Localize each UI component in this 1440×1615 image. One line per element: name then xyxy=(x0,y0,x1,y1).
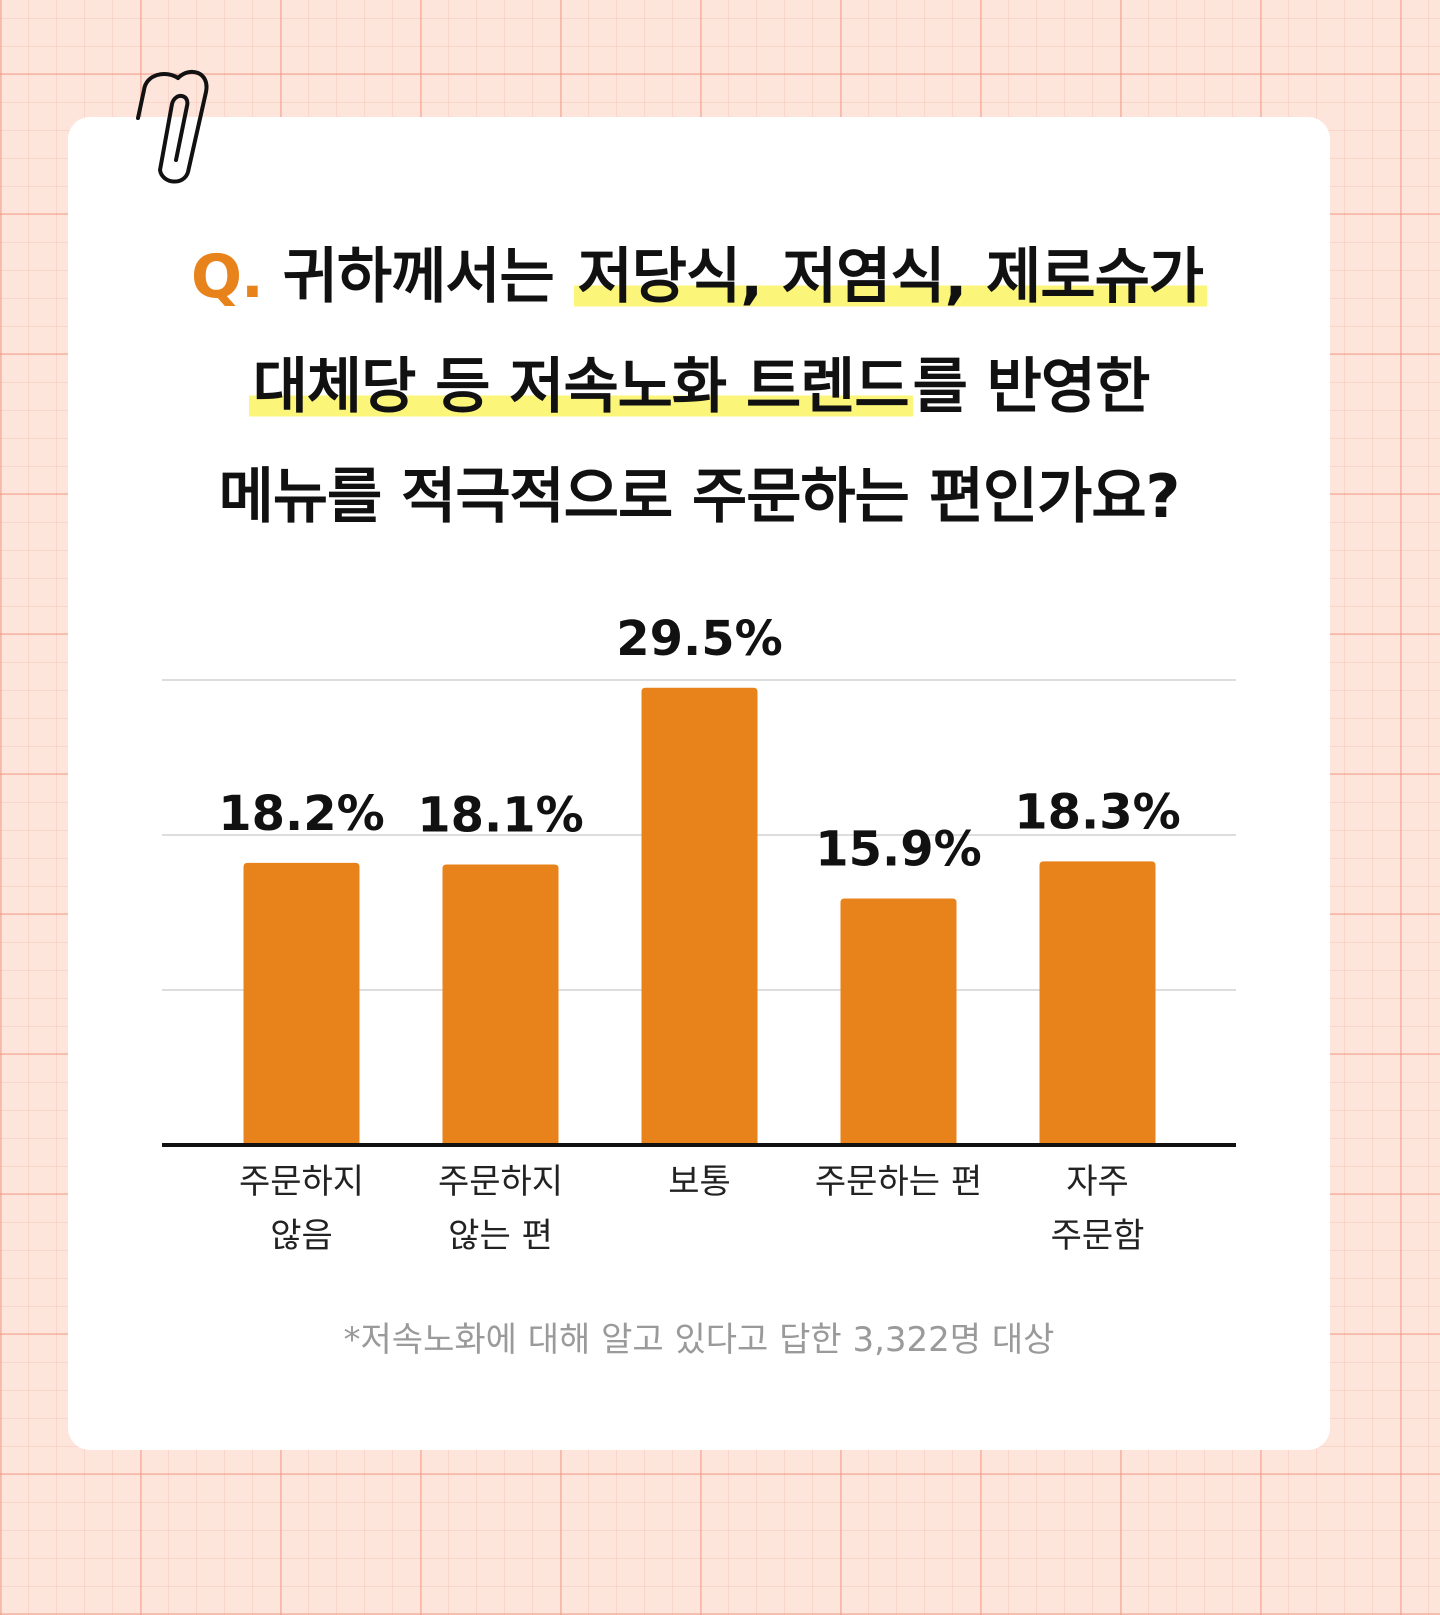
chart-title: Q. 귀하께서는 저당식, 저염식, 제로슈가 대체당 등 저속노화 트렌드를 … xyxy=(68,222,1330,552)
x-tick-label: 보통 xyxy=(668,1162,731,1202)
x-tick-label: 주문하는 편 xyxy=(814,1162,983,1202)
bar xyxy=(243,862,360,1145)
question-marker: Q. xyxy=(191,242,264,312)
title-highlight: 대체당 등 저속노화 트렌드 xyxy=(248,352,913,422)
title-line: 대체당 등 저속노화 트렌드를 반영한 xyxy=(68,332,1330,442)
title-line: 메뉴를 적극적으로 주문하는 편인가요? xyxy=(68,442,1330,552)
value-label: 15.9% xyxy=(815,822,982,878)
value-label: 18.2% xyxy=(218,786,385,842)
value-label: 18.3% xyxy=(1014,784,1181,840)
bar xyxy=(442,864,559,1145)
value-label: 29.5% xyxy=(616,611,783,667)
x-tick-label: 자주 주문함 xyxy=(1050,1162,1145,1256)
bar xyxy=(1039,861,1156,1145)
x-tick-label: 주문하지 않는 편 xyxy=(437,1162,564,1256)
title-text: 를 반영한 xyxy=(912,352,1151,422)
title-line: Q. 귀하께서는 저당식, 저염식, 제로슈가 xyxy=(68,222,1330,332)
value-label: 18.1% xyxy=(417,787,584,843)
bar xyxy=(840,898,957,1145)
paper-clip xyxy=(136,72,180,120)
title-text: 메뉴를 적극적으로 주문하는 편인가요? xyxy=(218,462,1181,532)
footnote: *저속노화에 대해 알고 있다고 답한 3,322명 대상 xyxy=(343,1320,1055,1360)
x-tick-label: 주문하지 않음 xyxy=(238,1162,365,1256)
bar xyxy=(641,687,758,1145)
title-highlight: 저당식, 저염식, 제로슈가 xyxy=(573,242,1207,312)
title-text: 귀하께서는 xyxy=(282,242,555,312)
paper-clip xyxy=(157,69,209,184)
